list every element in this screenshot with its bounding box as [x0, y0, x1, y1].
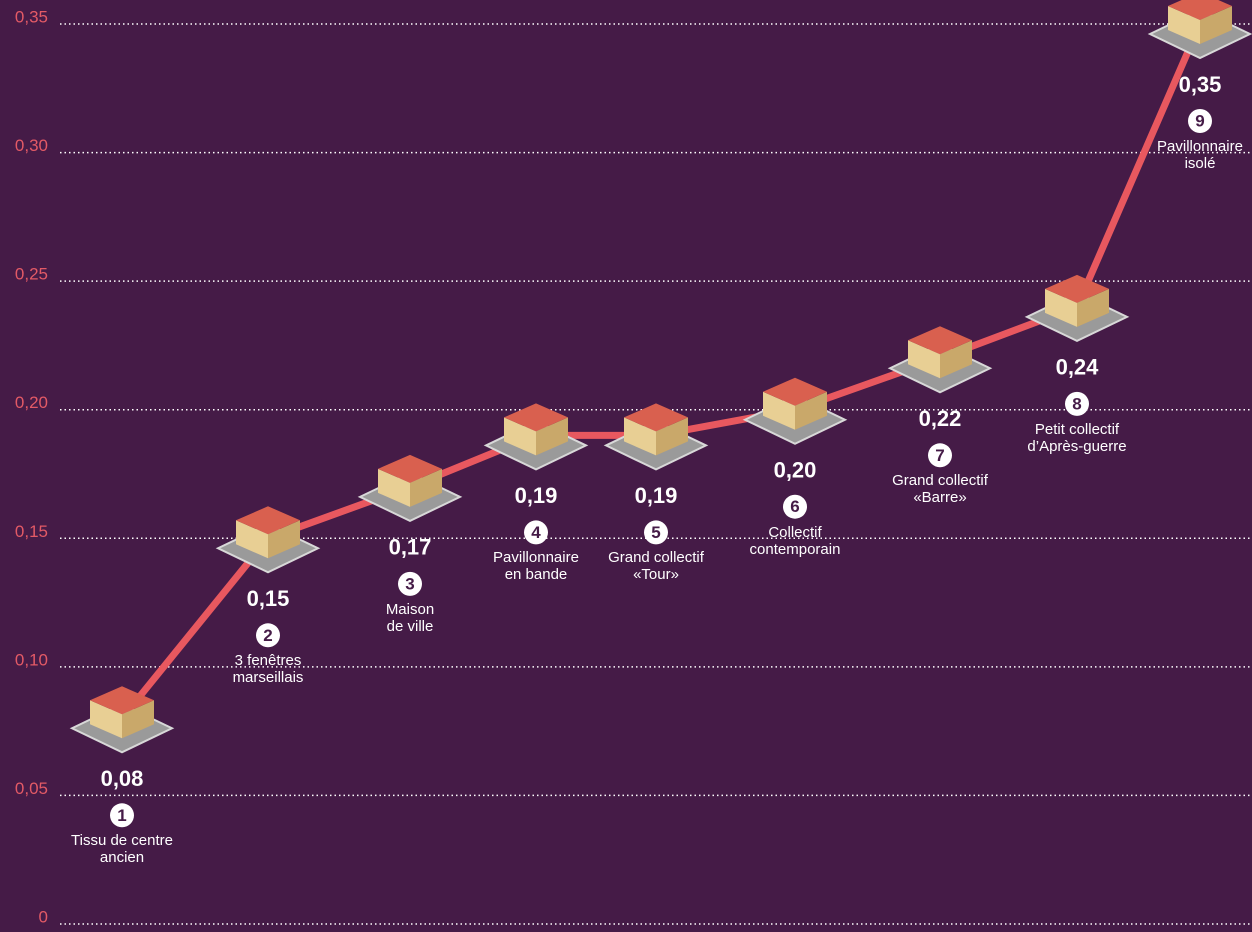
y-tick-label: 0,15 [15, 522, 48, 541]
number-badge [783, 494, 807, 519]
value-label: 0,24 [1056, 355, 1100, 380]
number-badge [256, 623, 280, 648]
building-illustration [1024, 274, 1130, 342]
value-label: 0,22 [919, 406, 962, 431]
value-label: 0,20 [774, 458, 817, 483]
category-label: Pavillonnaire isolé [1157, 138, 1243, 172]
category-label: Tissu de centre ancien [71, 832, 173, 867]
building-illustration [357, 454, 463, 522]
building-front [656, 417, 688, 456]
number-badge [1188, 109, 1212, 133]
value-label: 0,15 [247, 586, 290, 611]
building-roof [763, 377, 827, 406]
number-badge [928, 443, 952, 468]
building-front [940, 340, 972, 379]
building-front [1077, 288, 1109, 327]
building-roof [236, 506, 300, 535]
building-front [410, 468, 442, 507]
building-front [1200, 6, 1232, 44]
building-side [1045, 288, 1077, 327]
building-side [236, 520, 268, 559]
number-badge [1065, 391, 1089, 416]
building-illustration [215, 506, 321, 574]
building-illustration [887, 326, 993, 394]
number-label: 7 [935, 446, 944, 465]
building-side [763, 391, 795, 430]
y-tick-label: 0,05 [15, 779, 48, 798]
category-label: 3 fenêtres marseillais [232, 652, 304, 687]
building-side [624, 417, 656, 456]
building-roof [378, 454, 442, 483]
building-illustration [603, 403, 709, 471]
building-front [122, 700, 154, 739]
y-tick-label: 0,25 [15, 265, 48, 284]
number-label: 8 [1072, 394, 1081, 413]
building-side [90, 700, 122, 739]
building-side [504, 417, 536, 456]
y-tick-label: 0,35 [15, 7, 48, 26]
y-tick-label: 0,30 [15, 136, 48, 155]
value-label: 0,08 [101, 766, 144, 791]
category-label: Pavillonnaire en bande [493, 549, 579, 584]
number-badge [110, 803, 134, 828]
building-roof [908, 326, 972, 355]
building-front [268, 520, 300, 559]
category-label: Petit collectif d’Après-guerre [1027, 420, 1127, 455]
building-illustration [483, 403, 589, 471]
y-tick-label: 0,10 [15, 650, 48, 669]
value-label: 0,19 [635, 483, 678, 508]
building-illustration [1147, 0, 1252, 60]
building-roof [1045, 274, 1109, 303]
building-illustration [742, 377, 848, 445]
number-label: 4 [531, 523, 541, 542]
y-tick-label: 0,20 [15, 393, 48, 412]
building-side [908, 340, 940, 379]
number-label: 9 [1195, 111, 1204, 130]
building-roof [90, 686, 154, 715]
data-line [119, 22, 1204, 721]
number-label: 3 [405, 574, 414, 593]
building-roof [1168, 0, 1232, 20]
number-badge [524, 520, 548, 545]
category-label: Collectif contemporain [749, 523, 841, 558]
category-label: Grand collectif «Barre» [892, 472, 988, 507]
category-label: Grand collectif «Tour» [608, 549, 704, 584]
number-badge [398, 571, 422, 596]
number-label: 2 [263, 626, 272, 645]
building-roof [624, 403, 688, 432]
number-badge [644, 520, 668, 545]
value-label: 0,35 [1179, 72, 1222, 97]
category-label: Maison de ville [385, 600, 435, 635]
value-label: 0,19 [515, 483, 558, 508]
building-roof [504, 403, 568, 432]
building-illustration [69, 686, 175, 754]
building-front [795, 391, 827, 430]
y-tick-label: 0 [39, 907, 48, 926]
number-label: 6 [790, 497, 799, 516]
building-front [536, 417, 568, 456]
value-label: 0,17 [389, 535, 432, 560]
building-side [378, 468, 410, 507]
building-side [1168, 6, 1200, 44]
number-label: 5 [651, 523, 660, 542]
number-label: 1 [117, 806, 126, 825]
